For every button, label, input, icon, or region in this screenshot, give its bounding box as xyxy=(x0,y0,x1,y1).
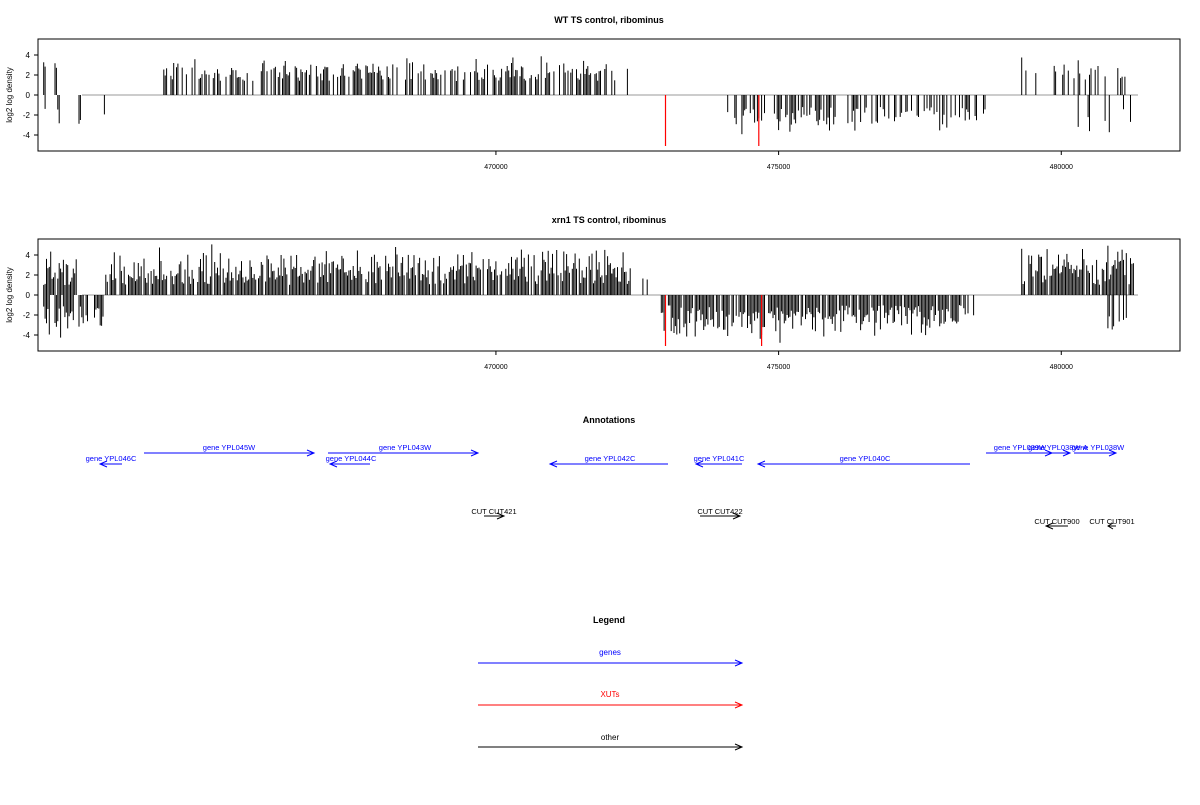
x-tick-label: 480000 xyxy=(1050,164,1073,171)
gene-arrowhead xyxy=(548,460,558,468)
cut-annotation: CUT CUT901 xyxy=(1089,517,1135,530)
legend-arrowhead xyxy=(734,659,744,667)
cut-arrowhead xyxy=(1044,522,1054,530)
annotations-title: Annotations xyxy=(583,415,636,425)
legend-arrowhead xyxy=(734,701,744,709)
legend-item-other: other xyxy=(478,733,744,751)
y-tick-label: 0 xyxy=(26,291,31,300)
annotations-panel: Annotations gene YPL046C gene YPL045W ge… xyxy=(86,415,1135,530)
gene-annotation: gene YPL043W xyxy=(328,443,480,457)
x-axis-xrn1: 470000 475000 480000 xyxy=(484,351,1073,371)
gene-label: gene YPL038W-A xyxy=(1028,443,1088,452)
gene-label: gene YPL044C xyxy=(326,454,377,463)
gene-arrowhead xyxy=(328,460,338,468)
chart-title-xrn1: xrn1 TS control, ribominus xyxy=(552,215,667,225)
track-panel-xrn1: xrn1 TS control, ribominus log2 log dens… xyxy=(5,215,1181,371)
y-tick-label: 4 xyxy=(26,51,31,60)
cut-arrowhead xyxy=(496,512,506,520)
y-tick-label: 4 xyxy=(26,251,31,260)
gene-arrowhead xyxy=(98,460,108,468)
gene-arrowhead xyxy=(306,449,316,457)
gene-annotation: gene YPL046C xyxy=(86,454,137,468)
cut-annotation: CUT CUT900 xyxy=(1034,517,1080,530)
gene-label: gene YPL041C xyxy=(694,454,745,463)
y-tick-label: 0 xyxy=(26,91,31,100)
y-tick-label: 2 xyxy=(26,71,31,80)
gene-annotation: gene YPL040C xyxy=(756,454,970,468)
gene-label: gene YPL046C xyxy=(86,454,137,463)
cut-arrowhead xyxy=(732,512,742,520)
gene-label: gene YPL042C xyxy=(585,454,636,463)
gene-arrowhead xyxy=(756,460,766,468)
legend-item-genes: genes xyxy=(478,648,744,667)
x-tick-label: 475000 xyxy=(767,364,790,371)
y-axis-label-wt: log2 log density xyxy=(5,67,14,123)
x-tick-label: 470000 xyxy=(484,364,507,371)
legend-title: Legend xyxy=(593,615,625,625)
gene-annotation: gene YPL045W xyxy=(144,443,316,457)
cut-label: CUT CUT901 xyxy=(1089,517,1134,526)
gene-arrowhead xyxy=(1108,449,1118,457)
gene-annotation: gene YPL042C xyxy=(548,454,668,468)
bar-series-xrn1 xyxy=(43,244,1134,346)
y-tick-label: 2 xyxy=(26,271,31,280)
gene-annotation: gene YPL038W xyxy=(1072,443,1125,457)
cut-annotation: CUT CUT422 xyxy=(697,507,743,520)
gene-label: gene YPL039W xyxy=(994,443,1047,452)
gene-arrowhead xyxy=(470,449,480,457)
gene-label: gene YPL045W xyxy=(203,443,256,452)
gene-label: gene YPL043W xyxy=(379,443,432,452)
y-axis-wt: -4 -2 0 2 4 xyxy=(23,51,39,140)
x-tick-label: 480000 xyxy=(1050,364,1073,371)
gene-arrowhead xyxy=(1062,449,1072,457)
y-tick-label: -2 xyxy=(23,111,31,120)
x-axis-wt: 470000 475000 480000 xyxy=(484,151,1073,171)
y-tick-label: -4 xyxy=(23,331,31,340)
y-tick-label: -2 xyxy=(23,311,31,320)
legend-label: other xyxy=(601,733,620,742)
bar-series-wt xyxy=(43,56,1131,146)
cut-label: CUT CUT421 xyxy=(471,507,516,516)
gene-annotation: gene YPL041C xyxy=(694,454,745,468)
legend-arrowhead xyxy=(734,743,744,751)
gene-label: gene YPL040C xyxy=(840,454,891,463)
cut-label: CUT CUT900 xyxy=(1034,517,1079,526)
gene-annotation: gene YPL044C xyxy=(326,454,377,468)
legend-item-xuts: XUTs xyxy=(478,690,744,709)
legend: Legend genes XUTs other xyxy=(478,615,744,751)
gene-annotation: gene YPL038W-A xyxy=(1028,443,1088,457)
cut-label: CUT CUT422 xyxy=(697,507,742,516)
track-panel-wt: WT TS control, ribominus log2 log densit… xyxy=(5,15,1181,171)
gene-arrowhead xyxy=(694,460,704,468)
chart-title-wt: WT TS control, ribominus xyxy=(554,15,664,25)
gene-label: gene YPL038W xyxy=(1072,443,1125,452)
y-axis-label-xrn1: log2 log density xyxy=(5,267,14,323)
y-tick-label: -4 xyxy=(23,131,31,140)
legend-label: XUTs xyxy=(600,690,619,699)
x-tick-label: 475000 xyxy=(767,164,790,171)
cut-annotation: CUT CUT421 xyxy=(471,507,517,520)
cut-arrowhead xyxy=(1107,522,1114,530)
y-axis-xrn1: -4 -2 0 2 4 xyxy=(23,251,39,340)
legend-label: genes xyxy=(599,648,621,657)
x-tick-label: 470000 xyxy=(484,164,507,171)
